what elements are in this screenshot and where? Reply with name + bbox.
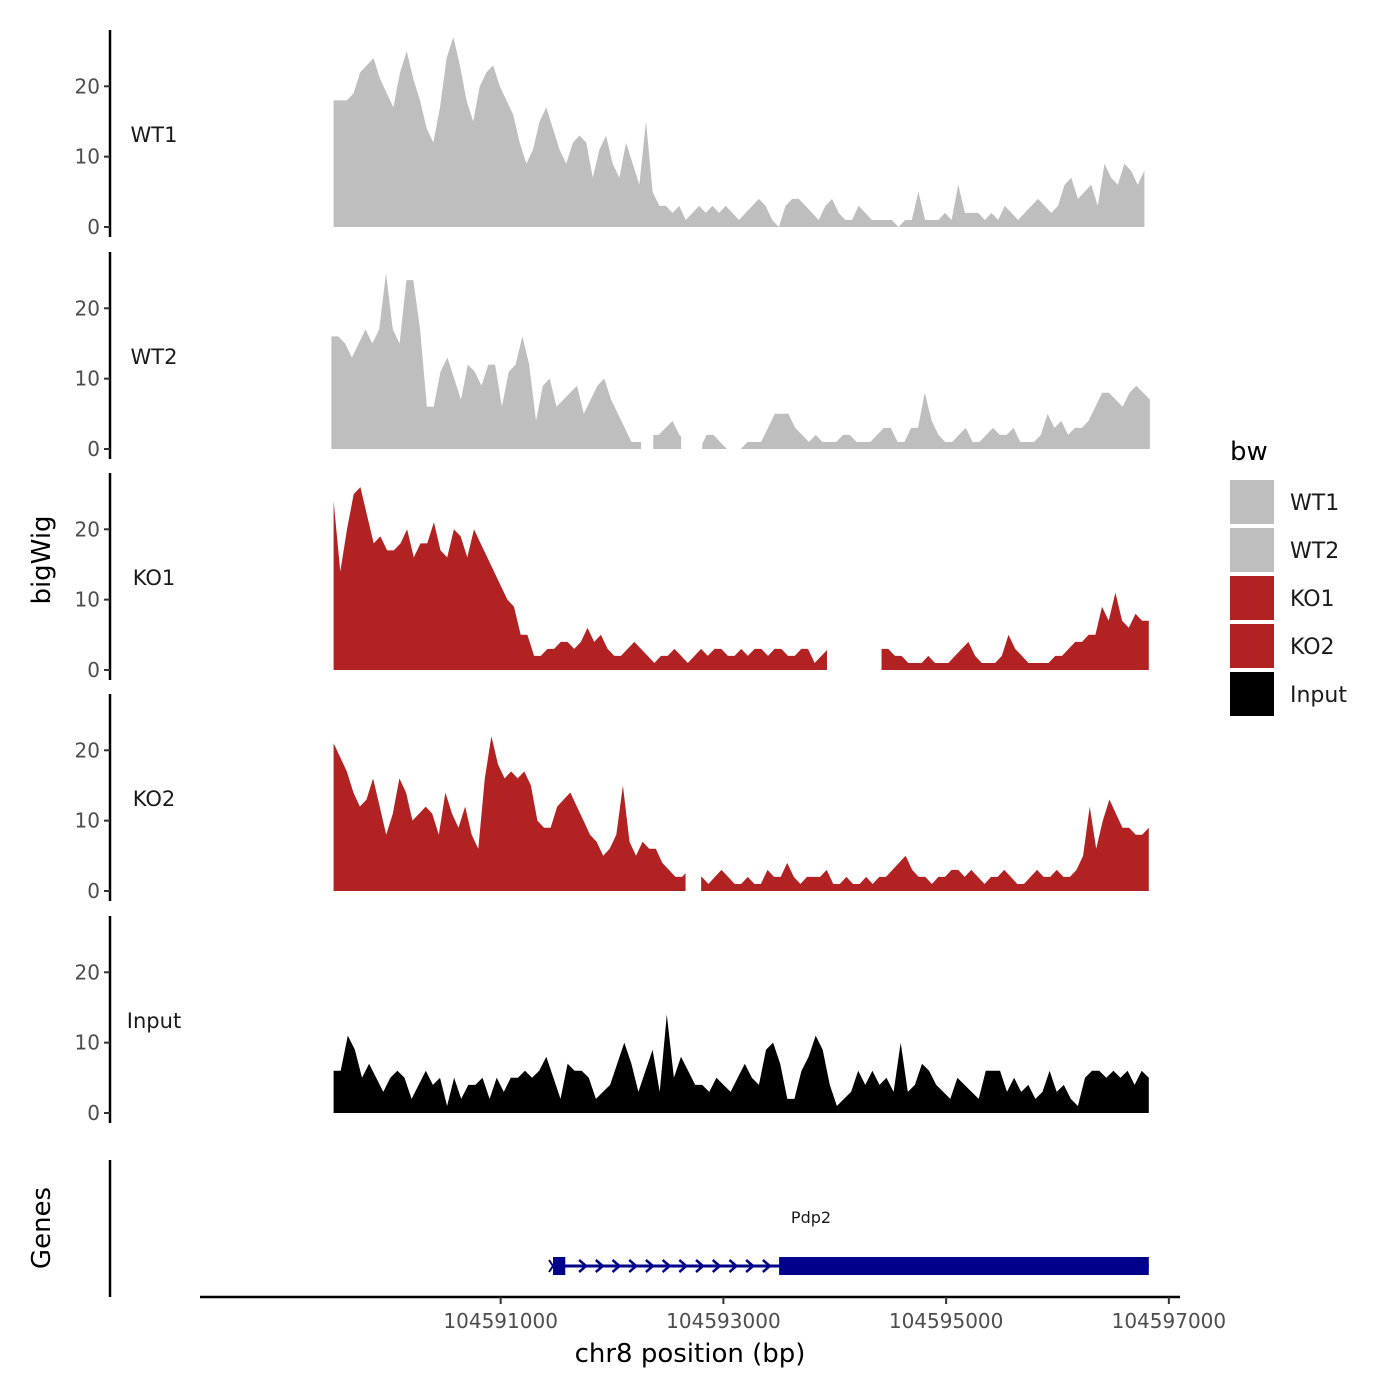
legend-label: WT1 [1290, 491, 1339, 516]
y-tick-label: 20 [75, 738, 100, 762]
track-label: WT2 [131, 345, 178, 369]
tracks-layer: 0 10 20 WT1 0 10 20 WT2 0 10 20 KO1 0 10 20 KO2 0 10 20 Inp… [75, 30, 1150, 1125]
track-wt1: 0 10 20 WT1 [75, 30, 1145, 239]
legend-swatch [1230, 672, 1274, 716]
y-tick-label: 0 [87, 658, 100, 682]
y-tick-label: 10 [75, 588, 100, 612]
signal-area [331, 273, 1150, 449]
x-axis-title: chr8 position (bp) [575, 1339, 806, 1369]
track-label: KO1 [133, 566, 176, 590]
coverage-gap [826, 473, 882, 671]
track-label: Input [127, 1009, 181, 1033]
track-ko1: 0 10 20 KO1 [75, 473, 1149, 682]
legend-swatch [1230, 480, 1274, 524]
legend: bw WT1 WT2 KO1 KO2 Input [1230, 437, 1347, 716]
legend-label: KO2 [1290, 635, 1335, 660]
gene-utr-block [553, 1257, 566, 1275]
signal-area [333, 487, 1149, 670]
track-ko2: 0 10 20 KO2 [75, 694, 1149, 903]
strand-arrow [661, 1259, 672, 1273]
signal-area [333, 37, 1145, 227]
strand-arrow [728, 1259, 739, 1273]
strand-arrow [578, 1259, 589, 1273]
track-input: 0 10 20 Input [75, 916, 1149, 1125]
strand-arrow [711, 1259, 722, 1273]
track-label: WT1 [131, 123, 178, 147]
legend-swatch [1230, 624, 1274, 668]
legend-title: bw [1230, 437, 1268, 467]
genes-axis-title: Genes [27, 1187, 57, 1269]
gene-name-label: Pdp2 [791, 1208, 831, 1227]
y-tick-label: 20 [75, 517, 100, 541]
y-tick-label: 0 [87, 437, 100, 461]
coverage-gap [641, 252, 654, 450]
track-label: KO2 [133, 787, 176, 811]
strand-arrow [628, 1259, 639, 1273]
signal-area [333, 736, 1149, 891]
coverage-gap [685, 694, 702, 892]
y-tick-label: 10 [75, 1031, 100, 1055]
x-tick-label: 104597000 [1112, 1309, 1227, 1333]
y-tick-label: 10 [75, 367, 100, 391]
x-tick-label: 104591000 [443, 1309, 558, 1333]
strand-arrow [645, 1259, 655, 1273]
coverage-gap [681, 252, 703, 450]
strand-arrow [762, 1259, 772, 1273]
strand-arrow [678, 1259, 689, 1273]
strand-arrow [594, 1259, 605, 1273]
signal-area [333, 1014, 1149, 1113]
y-tick-label: 20 [75, 960, 100, 984]
legend-swatch [1230, 528, 1274, 572]
strand-arrow [695, 1259, 705, 1273]
y-tick-label: 10 [75, 809, 100, 833]
y-tick-label: 20 [75, 74, 100, 98]
strand-arrow [611, 1259, 622, 1273]
track-wt2: 0 10 20 WT2 [75, 252, 1150, 461]
y-axis-title: bigWig [27, 515, 57, 604]
strand-arrow [745, 1259, 756, 1273]
x-tick-label: 104593000 [666, 1309, 781, 1333]
gene-exon-block [779, 1257, 1149, 1275]
legend-label: KO1 [1290, 587, 1335, 612]
y-tick-label: 0 [87, 215, 100, 239]
y-tick-label: 0 [87, 1101, 100, 1125]
y-tick-label: 20 [75, 296, 100, 320]
genes-panel: Pdp2 [108, 1160, 1149, 1297]
x-axis: 104591000 104593000 104595000 104597000 [200, 1295, 1227, 1333]
y-tick-label: 0 [87, 879, 100, 903]
legend-label: WT2 [1290, 539, 1339, 564]
y-tick-label: 10 [75, 145, 100, 169]
legend-swatch [1230, 576, 1274, 620]
legend-label: Input [1290, 683, 1347, 708]
x-tick-label: 104595000 [889, 1309, 1004, 1333]
